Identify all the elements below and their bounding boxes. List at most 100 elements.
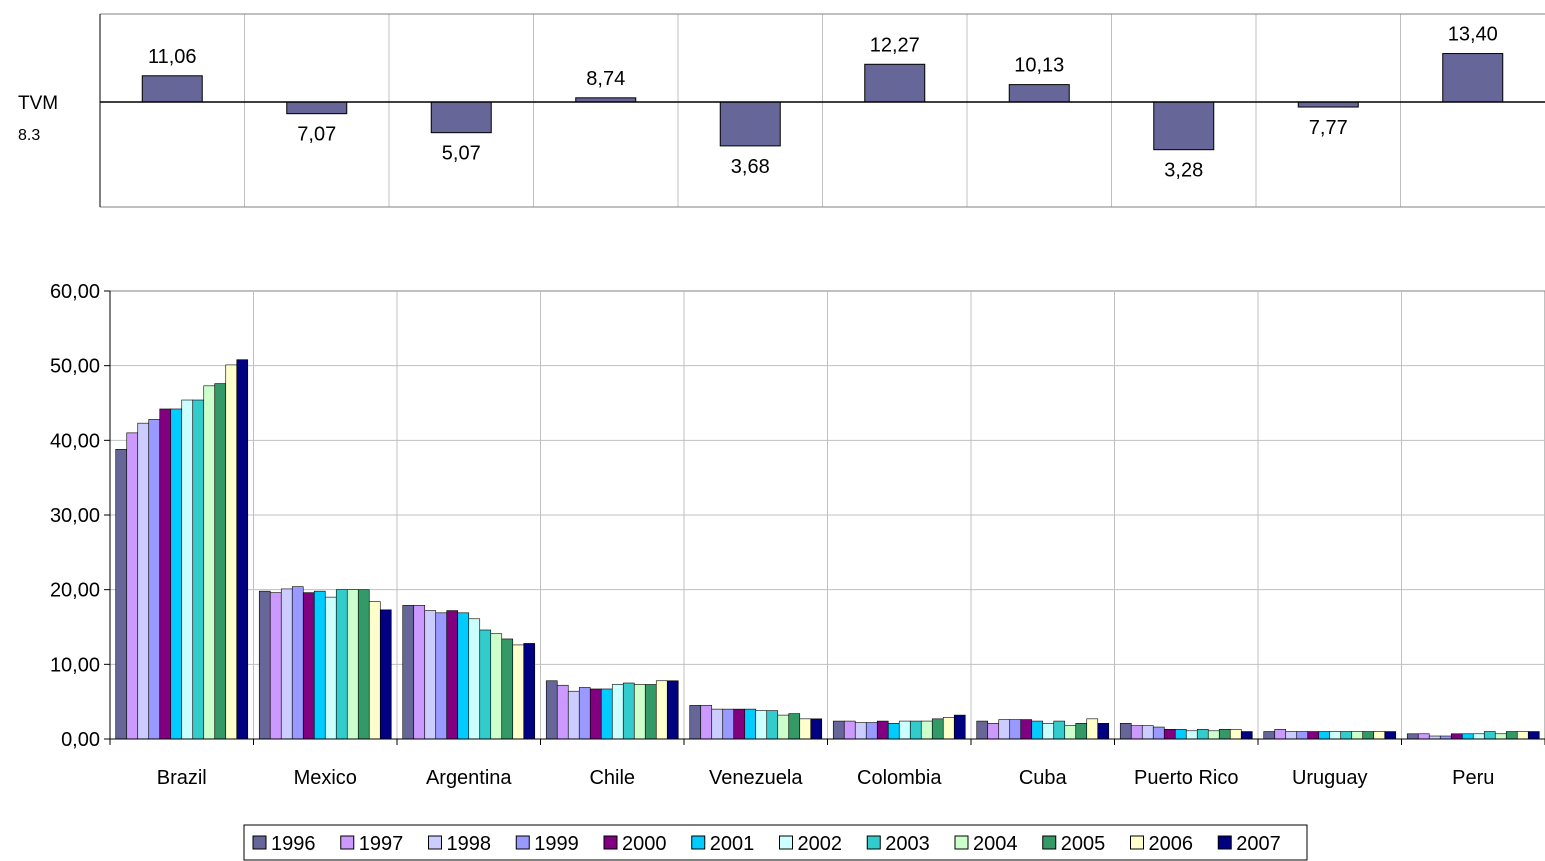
bar-1997-chile <box>556 684 569 740</box>
x-tick-label-puerto-rico: Puerto Rico <box>1134 767 1239 789</box>
y-tick-label: 0,00 <box>61 729 100 751</box>
bar-2000-cuba <box>1020 719 1033 740</box>
bar-2002-colombia <box>898 720 911 740</box>
top-bar-argentina <box>430 101 492 134</box>
bar-2005-venezuela <box>788 713 801 740</box>
bar-2007-peru <box>1527 731 1540 740</box>
bar-2004-puerto-rico <box>1207 730 1220 740</box>
legend-swatch-2001 <box>691 835 706 850</box>
bar-2003-peru <box>1483 731 1496 740</box>
bar-2002-uruguay <box>1329 731 1342 740</box>
top-bar-colombia <box>864 63 926 103</box>
bar-1996-venezuela <box>689 705 702 740</box>
bar-1997-cuba <box>987 723 1000 740</box>
top-bar-uruguay <box>1297 101 1359 108</box>
bar-2006-cuba <box>1086 718 1099 740</box>
bar-2003-cuba <box>1053 720 1066 740</box>
top-bar-label-mexico: 7,07 <box>297 124 336 146</box>
bar-2006-brazil <box>225 364 238 740</box>
bar-2004-brazil <box>203 385 216 740</box>
bar-2000-chile <box>589 688 602 740</box>
bar-2005-peru <box>1505 731 1518 740</box>
tvm-difference-chart: TVM 8.3 11,06 7,07 5,07 8,74 3,68 12,27 10,13 3… <box>18 13 1545 208</box>
bar-1998-venezuela <box>711 708 724 740</box>
top-bar-label-colombia: 12,27 <box>870 34 920 56</box>
tvm-value: 8.3 <box>18 127 40 144</box>
bar-2006-mexico <box>368 601 381 740</box>
bar-2006-peru <box>1516 731 1529 740</box>
top-bar-cuba <box>1008 84 1070 103</box>
legend-label-1998: 1998 <box>447 833 492 855</box>
bar-2006-venezuela <box>799 718 812 740</box>
bar-2006-uruguay <box>1373 731 1386 740</box>
x-tick-label-colombia: Colombia <box>857 767 942 789</box>
bar-2007-brazil <box>236 359 249 740</box>
bar-2002-cuba <box>1042 723 1055 740</box>
bar-2001-mexico <box>313 590 326 740</box>
bar-2000-venezuela <box>733 708 746 740</box>
bar-2004-mexico <box>346 589 359 740</box>
y-tick-label: 30,00 <box>50 505 100 527</box>
legend-label-2005: 2005 <box>1061 833 1106 855</box>
bar-2001-cuba <box>1031 720 1044 740</box>
bar-1996-argentina <box>402 605 415 740</box>
bar-1998-puerto-rico <box>1141 725 1154 740</box>
legend-swatch-2007 <box>1217 835 1232 850</box>
legend-label-1997: 1997 <box>359 833 404 855</box>
top-bar-mexico <box>286 101 348 115</box>
bar-1996-chile <box>545 680 558 740</box>
bar-1999-venezuela <box>722 708 735 740</box>
bar-2004-peru <box>1494 733 1507 740</box>
top-bar-peru <box>1442 53 1504 103</box>
legend-label-2000: 2000 <box>622 833 667 855</box>
y-tick-label: 50,00 <box>50 356 100 378</box>
bar-2002-argentina <box>468 618 481 740</box>
bar-2003-colombia <box>909 720 922 740</box>
bar-2006-chile <box>655 680 668 740</box>
bar-1999-mexico <box>291 586 304 740</box>
bar-2005-chile <box>644 684 657 740</box>
bar-2007-argentina <box>523 643 536 740</box>
bar-2000-peru <box>1450 733 1463 740</box>
x-tick-label-venezuela: Venezuela <box>709 767 803 789</box>
legend-swatch-1998 <box>428 835 442 850</box>
bar-1998-mexico <box>280 588 293 740</box>
bar-1999-cuba <box>1009 719 1022 740</box>
bar-1998-cuba <box>998 719 1011 740</box>
bar-1998-brazil <box>137 422 150 740</box>
bar-1997-argentina <box>413 605 426 740</box>
bar-2002-puerto-rico <box>1185 730 1198 740</box>
bar-2002-venezuela <box>755 710 768 740</box>
legend-swatch-2004 <box>954 835 969 850</box>
bar-1999-argentina <box>435 612 448 740</box>
bar-1997-colombia <box>843 720 856 740</box>
x-tick-label-mexico: Mexico <box>294 767 357 789</box>
bar-2005-mexico <box>357 589 370 740</box>
bar-1997-peru <box>1417 733 1430 740</box>
x-tick-label-brazil: Brazil <box>157 767 207 789</box>
top-bar-label-uruguay: 7,77 <box>1309 117 1348 139</box>
bar-2003-chile <box>622 682 635 740</box>
legend-swatch-1996 <box>252 835 267 850</box>
legend-label-2003: 2003 <box>885 833 930 855</box>
bar-1998-chile <box>567 690 580 740</box>
legend-swatch-2003 <box>866 835 881 850</box>
bar-2004-cuba <box>1064 725 1077 740</box>
bar-2005-colombia <box>931 718 944 740</box>
top-bar-label-argentina: 5,07 <box>442 143 481 165</box>
bar-1999-uruguay <box>1296 731 1309 740</box>
bar-2000-mexico <box>302 592 315 740</box>
x-tick-label-uruguay: Uruguay <box>1292 767 1368 789</box>
bar-2005-puerto-rico <box>1218 728 1231 740</box>
bar-2003-argentina <box>479 629 492 740</box>
bar-1996-colombia <box>832 720 845 740</box>
legend-swatch-1999 <box>515 835 530 850</box>
bar-2000-argentina <box>446 610 459 740</box>
bar-2007-uruguay <box>1384 731 1397 740</box>
bar-1996-brazil <box>115 448 128 740</box>
bar-1999-colombia <box>865 722 878 740</box>
legend-box <box>243 824 1308 861</box>
top-bar-label-chile: 8,74 <box>586 68 625 90</box>
legend-swatch-2000 <box>603 835 618 850</box>
